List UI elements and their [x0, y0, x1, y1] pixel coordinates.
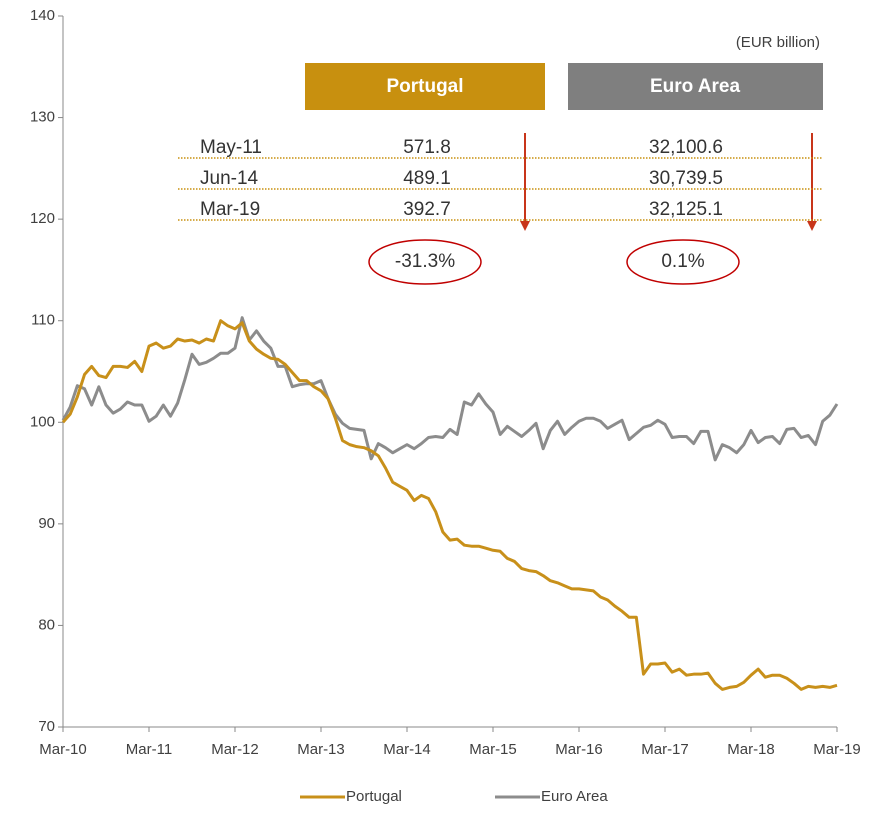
x-tick-label: Mar-11	[126, 741, 172, 758]
change-label: 0.1%	[661, 251, 704, 272]
unit-label: (EUR billion)	[736, 34, 820, 51]
row-value: 32,125.1	[649, 199, 723, 220]
y-tick-label: 80	[38, 616, 55, 633]
row-value: 489.1	[403, 168, 451, 189]
x-tick-label: Mar-13	[297, 741, 345, 758]
x-tick-label: Mar-14	[383, 741, 431, 758]
series-line	[61, 319, 838, 691]
series-line	[61, 316, 839, 462]
legend-label: Portugal	[346, 788, 402, 805]
x-tick-label: Mar-19	[813, 741, 861, 758]
change-label: -31.3%	[395, 251, 455, 272]
y-tick-label: 120	[30, 210, 55, 227]
header-box	[568, 63, 823, 110]
column-header: Euro Area	[650, 76, 741, 97]
row-value: 30,739.5	[649, 168, 723, 189]
row-date: Jun-14	[200, 168, 259, 189]
row-value: 392.7	[403, 199, 451, 220]
y-tick-label: 110	[31, 312, 55, 329]
x-tick-label: Mar-16	[555, 741, 603, 758]
y-tick-label: 70	[38, 718, 55, 735]
column-header: Portugal	[386, 76, 463, 97]
header-box	[305, 63, 545, 110]
x-tick-label: Mar-15	[469, 741, 517, 758]
row-date: Mar-19	[200, 199, 260, 220]
row-value: 571.8	[403, 137, 451, 158]
x-tick-label: Mar-18	[727, 741, 775, 758]
highlight-ellipse	[368, 239, 482, 285]
y-tick-label: 90	[38, 515, 55, 532]
y-tick-label: 100	[30, 413, 55, 430]
legend-label: Euro Area	[541, 788, 608, 805]
y-tick-label: 140	[30, 7, 55, 24]
row-value: 32,100.6	[649, 137, 723, 158]
x-tick-label: Mar-17	[641, 741, 689, 758]
highlight-ellipse	[626, 239, 740, 285]
x-tick-label: Mar-10	[39, 741, 87, 758]
x-tick-label: Mar-12	[211, 741, 259, 758]
row-date: May-11	[200, 137, 262, 158]
y-tick-label: 130	[30, 109, 55, 126]
